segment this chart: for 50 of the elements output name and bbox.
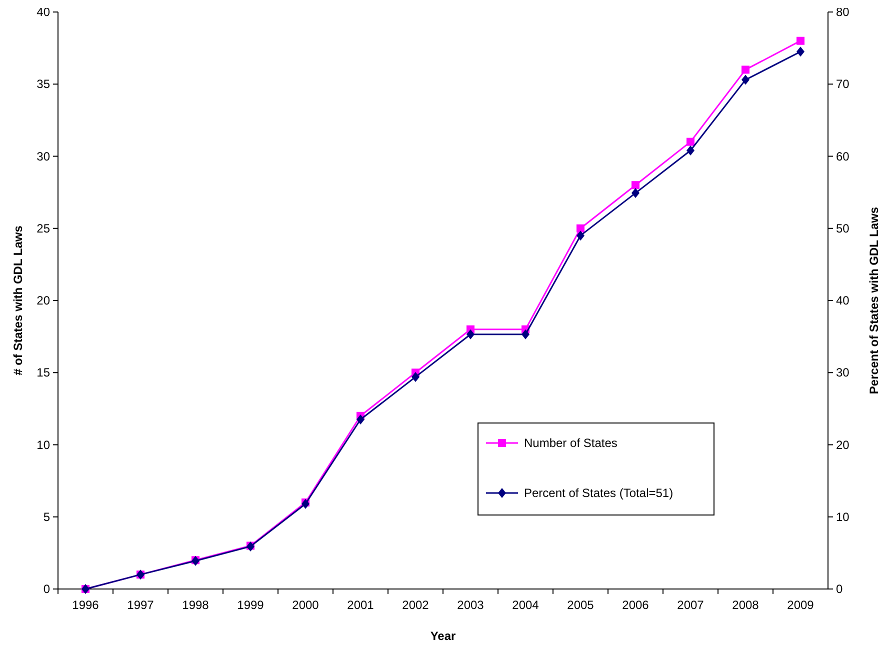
point [412, 372, 420, 382]
point [632, 188, 640, 198]
y-tick-label: 0 [43, 582, 50, 596]
y2-tick-label: 20 [836, 438, 850, 452]
point [742, 66, 750, 74]
point [302, 498, 310, 509]
y2-axis-title: Percent of States with GDL Laws [867, 206, 881, 394]
x-tick-label: 2003 [457, 598, 484, 612]
point [576, 230, 584, 241]
x-tick-label: 2004 [512, 598, 540, 612]
x-tick-label: 1997 [127, 598, 154, 612]
y-tick-label: 10 [36, 438, 50, 452]
x-tick-label: 2001 [347, 598, 374, 612]
x-tick-label: 2005 [567, 598, 594, 612]
y-tick-label: 25 [36, 221, 50, 236]
point [796, 46, 804, 57]
x-tick-label: 1996 [72, 598, 100, 612]
y2-tick-label: 10 [836, 510, 850, 524]
point [686, 145, 694, 156]
y2-tick-label: 50 [836, 221, 850, 236]
point [522, 329, 530, 340]
x-tick-label: 2006 [622, 598, 650, 612]
y-tick-label: 5 [43, 510, 50, 524]
y2-tick-label: 40 [836, 294, 850, 308]
point [632, 181, 640, 190]
y2-tick-label: 0 [836, 582, 843, 596]
legend-label: Percent of States (Total=51) [524, 486, 674, 500]
x-tick-label: 1998 [182, 598, 210, 612]
x-tick-label: 2002 [402, 598, 430, 612]
y-axis-title: # of States with GDL Laws [11, 225, 25, 376]
point [356, 414, 364, 425]
point [796, 36, 804, 45]
x-tick-label: 2009 [787, 598, 814, 612]
y2-tick-label: 70 [836, 77, 850, 92]
x-tick-label: 2007 [677, 598, 704, 612]
y-tick-label: 20 [36, 294, 50, 308]
y-tick-label: 15 [36, 366, 50, 380]
y2-tick-label: 60 [836, 149, 850, 164]
x-tick-label: 2000 [292, 598, 320, 612]
x-axis-title: Year [430, 629, 456, 643]
x-tick-label: 2008 [732, 598, 760, 612]
point [742, 74, 750, 85]
y-tick-label: 30 [36, 149, 50, 164]
y2-tick-label: 30 [836, 366, 850, 380]
point [686, 138, 694, 146]
point [466, 329, 474, 340]
y-tick-label: 35 [36, 77, 50, 92]
point [576, 224, 584, 232]
x-tick-label: 1999 [237, 598, 264, 612]
legend-label: Number of States [524, 436, 618, 450]
